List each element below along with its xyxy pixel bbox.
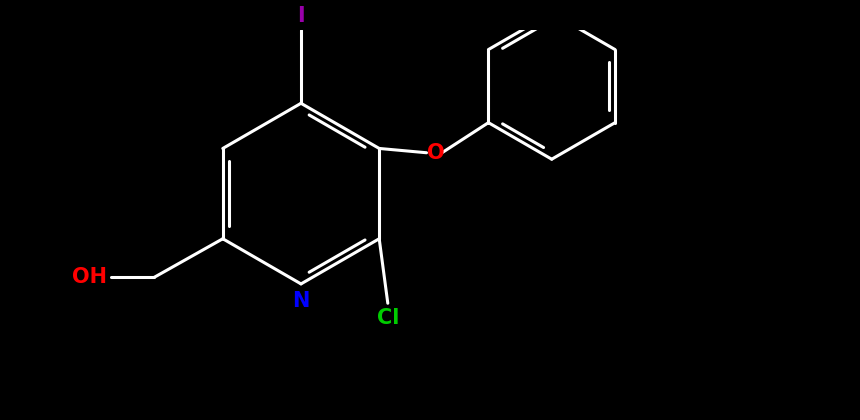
Text: OH: OH (71, 268, 107, 287)
Text: O: O (427, 143, 445, 163)
Text: I: I (298, 6, 304, 26)
Text: Cl: Cl (377, 307, 399, 328)
Text: N: N (292, 291, 310, 311)
